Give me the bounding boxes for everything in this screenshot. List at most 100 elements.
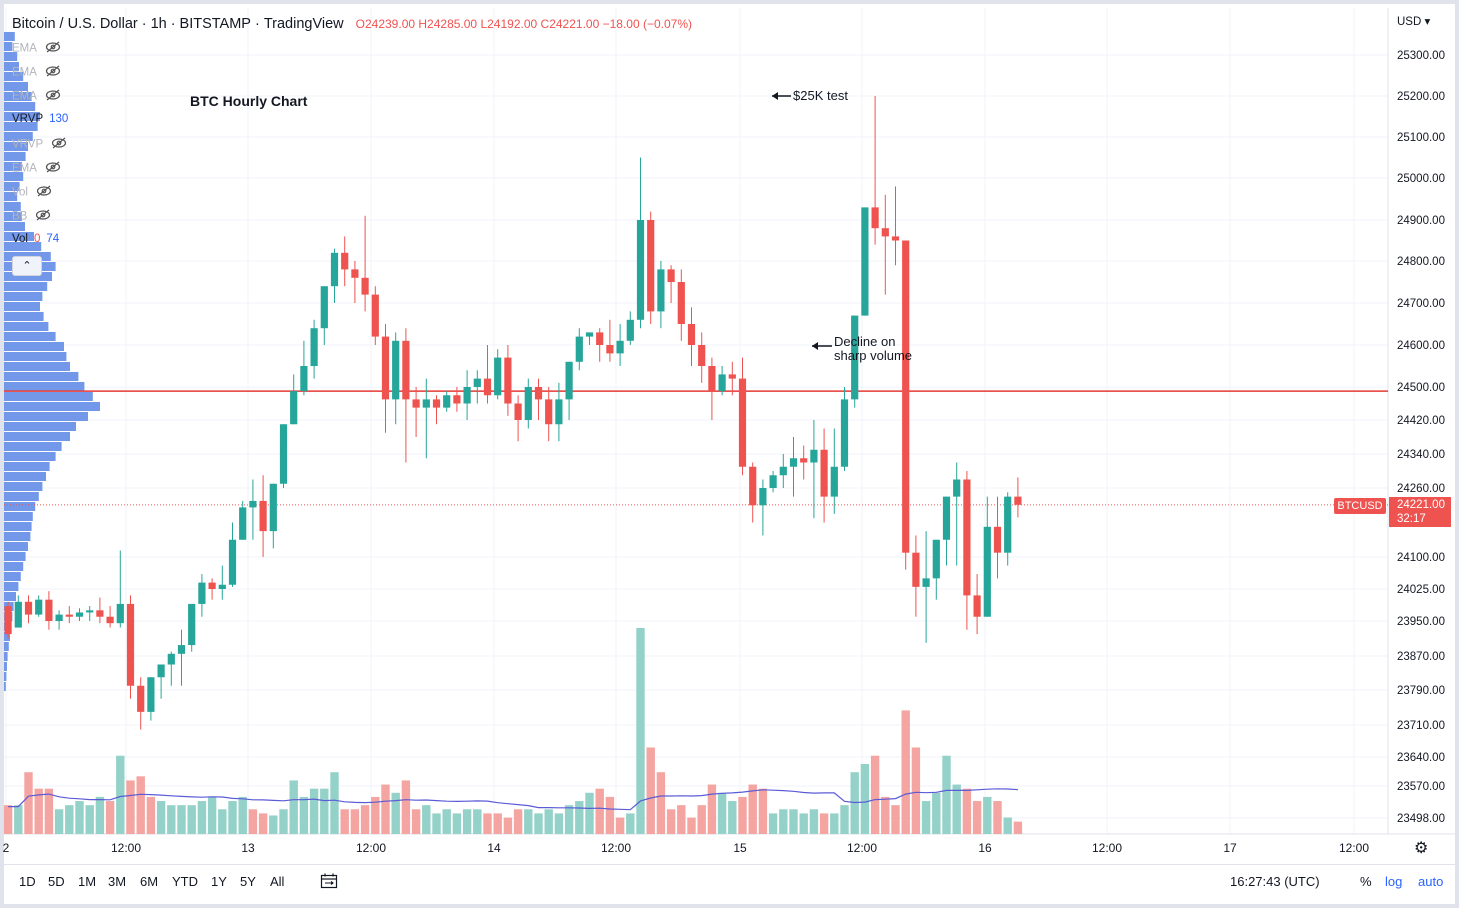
- volume-bar: [156, 801, 166, 834]
- price-tick-label: 24700.00: [1397, 298, 1445, 310]
- high-value: H24285.00: [418, 17, 478, 31]
- candle-body: [800, 458, 808, 463]
- volume-bar: [615, 817, 625, 834]
- volume-bar: [299, 796, 309, 834]
- candle-body: [555, 399, 563, 425]
- volume-bar: [1013, 821, 1023, 834]
- symbol-header: Bitcoin / U.S. Dollar · 1h · BITSTAMP · Tradin…: [12, 16, 692, 32]
- range-button-3m[interactable]: 3M: [108, 874, 127, 889]
- eye-hidden-icon[interactable]: [51, 137, 67, 152]
- volume-profile-bar: [4, 382, 85, 391]
- candle-body: [912, 552, 920, 587]
- indicator-value: 74: [46, 233, 60, 245]
- time-tick-label: 12:00: [847, 841, 877, 855]
- indicator-ema[interactable]: EMA: [12, 41, 61, 56]
- volume-bar: [748, 784, 757, 834]
- time-tick-label: 2: [3, 841, 10, 855]
- candle-body: [789, 458, 798, 467]
- indicator-vol[interactable]: Vol 0 74: [12, 233, 59, 245]
- volume-profile-bar: [4, 332, 56, 341]
- volume-bar: [258, 813, 268, 834]
- calendar-range-icon[interactable]: [320, 872, 338, 895]
- volume-bar: [269, 815, 278, 834]
- range-button-6m[interactable]: 6M: [140, 874, 159, 889]
- candle-body: [973, 595, 981, 617]
- volume-bar: [289, 780, 298, 834]
- candle-body: [402, 340, 410, 400]
- indicator-vrvp[interactable]: VRVP 130: [12, 113, 68, 125]
- range-button-5y[interactable]: 5Y: [240, 874, 256, 889]
- candle-body: [126, 603, 135, 686]
- price-tick-label: 24800.00: [1397, 256, 1445, 268]
- eye-hidden-icon[interactable]: [35, 209, 51, 224]
- volume-bar: [728, 801, 737, 834]
- eye-hidden-icon[interactable]: [45, 161, 61, 176]
- candle-body: [86, 610, 94, 613]
- candle-body: [738, 378, 747, 467]
- indicator-ema[interactable]: EMA: [12, 89, 61, 104]
- candle-body: [565, 361, 573, 400]
- range-button-1y[interactable]: 1Y: [211, 874, 227, 889]
- volume-profile-bar: [4, 452, 56, 461]
- volume-bar: [483, 813, 492, 834]
- volume-profile-bar: [4, 182, 20, 191]
- low-value: L24192.00: [480, 17, 538, 31]
- volume-bar: [636, 628, 645, 834]
- interval-label[interactable]: 1h: [150, 16, 167, 32]
- range-button-1d[interactable]: 1D: [19, 874, 36, 889]
- collapse-legend-button[interactable]: ⌃: [12, 256, 42, 276]
- time-tick-label: 13: [241, 841, 255, 855]
- indicator-bb[interactable]: BB: [12, 209, 51, 224]
- volume-bar: [595, 788, 604, 834]
- candle-body: [1004, 496, 1012, 553]
- candle-body: [412, 399, 420, 408]
- volume-profile-bar: [4, 202, 21, 211]
- candle-body: [35, 599, 43, 615]
- eye-hidden-icon[interactable]: [45, 89, 61, 104]
- currency-selector[interactable]: USD ▾: [1397, 16, 1431, 28]
- gear-icon[interactable]: ⚙: [1414, 840, 1429, 857]
- candle-body: [993, 526, 1002, 553]
- time-tick-label: 17: [1223, 841, 1237, 855]
- indicator-label: VRVP: [12, 138, 44, 151]
- price-tick-label: 24600.00: [1397, 340, 1445, 352]
- candle-body: [137, 685, 145, 712]
- range-button-5d[interactable]: 5D: [48, 874, 65, 889]
- volume-bar: [136, 776, 145, 834]
- volume-bar: [432, 813, 441, 834]
- indicator-vol[interactable]: Vol: [12, 185, 52, 200]
- candle-body: [942, 496, 951, 540]
- indicator-ema[interactable]: EMA: [12, 65, 61, 80]
- percent-scale-toggle[interactable]: %: [1360, 874, 1372, 889]
- volume-bar: [544, 809, 553, 834]
- candle-body: [310, 328, 318, 366]
- volume-profile-bar: [4, 552, 26, 561]
- volume-profile-bar: [4, 142, 28, 151]
- volume-profile-bar: [4, 502, 36, 511]
- indicator-ema[interactable]: EMA: [12, 161, 61, 176]
- volume-profile-bar: [4, 632, 10, 641]
- candle-body: [208, 582, 216, 589]
- indicator-vrvp[interactable]: VRVP: [12, 137, 67, 152]
- range-button-ytd[interactable]: YTD: [172, 874, 198, 889]
- volume-bar: [891, 805, 900, 834]
- volume-profile-bar: [4, 542, 28, 551]
- candle-body: [891, 236, 900, 241]
- range-button-all[interactable]: All: [270, 874, 285, 889]
- volume-bar: [901, 710, 910, 834]
- log-scale-toggle[interactable]: log: [1385, 874, 1403, 889]
- candle-body: [45, 599, 53, 621]
- range-button-1m[interactable]: 1M: [78, 874, 97, 889]
- volume-profile-bar: [4, 242, 42, 251]
- candle-body: [963, 479, 971, 596]
- eye-hidden-icon[interactable]: [45, 65, 61, 80]
- price-tick-label: 23950.00: [1397, 616, 1445, 628]
- eye-hidden-icon[interactable]: [45, 41, 61, 56]
- bottom-toolbar: 1D 5D 1M 3M 6M YTD 1Y 5Y All 16:27:43 (UTC) % lo…: [4, 864, 1455, 901]
- symbol-name[interactable]: Bitcoin / U.S. Dollar: [12, 16, 138, 32]
- eye-hidden-icon[interactable]: [36, 185, 52, 200]
- utc-clock[interactable]: 16:27:43 (UTC): [1230, 874, 1320, 889]
- price-tick-label: 25300.00: [1397, 50, 1445, 62]
- auto-scale-toggle[interactable]: auto: [1418, 874, 1444, 889]
